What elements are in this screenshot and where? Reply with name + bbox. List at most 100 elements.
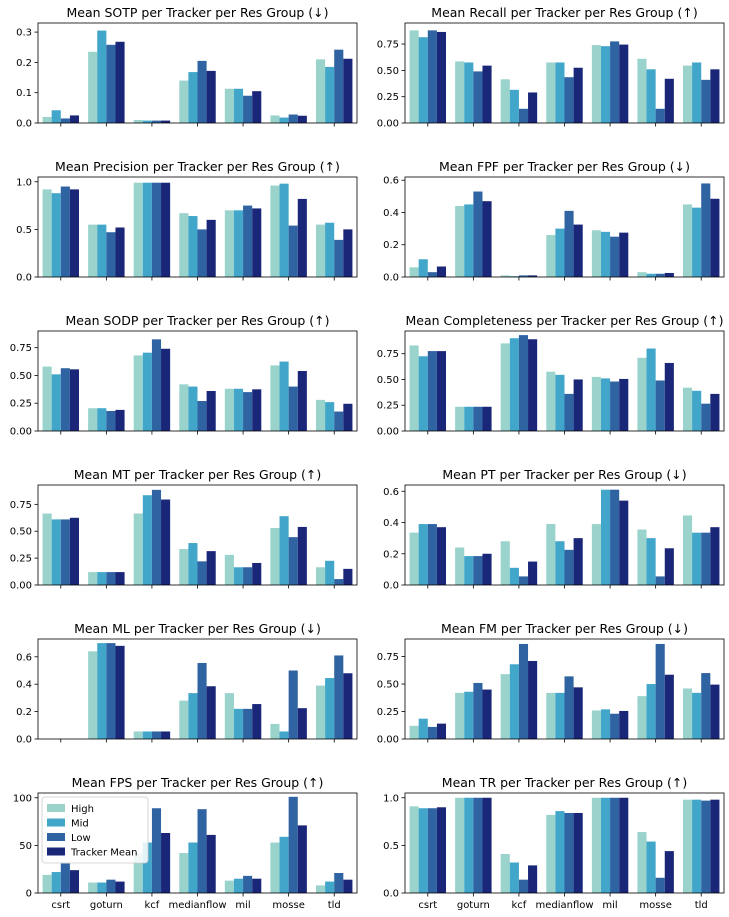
chart-title: Mean FPS per Tracker per Res Group (↑) — [72, 775, 324, 790]
bar-medianflow-mid — [555, 62, 565, 123]
bar-csrt-high — [42, 189, 52, 277]
bar-csrt-mid — [418, 524, 428, 585]
bar-csrt-low — [427, 808, 437, 893]
bar-kcf-mid — [509, 862, 519, 893]
bar-goturn-low — [106, 411, 116, 431]
bar-kcf-high — [500, 853, 510, 893]
x-tick-label: kcf — [512, 900, 527, 911]
bar-goturn-mid — [97, 30, 107, 123]
y-tick-label: 0.50 — [377, 375, 399, 386]
chart-panel-1: Mean SOTP per Tracker per Res Group (↓) 0… — [16, 5, 358, 130]
bar-mosse-mid — [646, 841, 656, 893]
bar-mil-mid — [233, 878, 244, 893]
bar-goturn-low — [473, 797, 483, 893]
bar-mosse-high — [270, 842, 280, 893]
bar-goturn-tracker-mean — [115, 409, 125, 431]
chart-title: Mean Completeness per Tracker per Res Gr… — [406, 313, 724, 328]
chart-panel-9: Mean ML per Tracker per Res Group (↓) 0.0… — [16, 621, 358, 746]
bar-csrt-low — [60, 863, 70, 893]
chart-panel-4: Mean FPF per Tracker per Res Group (↓) 0.… — [383, 159, 725, 284]
bar-csrt-mid — [418, 718, 428, 739]
x-tick-label: tld — [695, 900, 708, 911]
bar-medianflow-high — [546, 524, 556, 585]
bar-csrt-high — [42, 116, 52, 123]
bar-tld-mid — [325, 560, 335, 585]
bar-medianflow-mid — [188, 693, 198, 739]
bar-mosse-tracker-mean — [664, 548, 674, 585]
bar-mil-tracker-mean — [619, 378, 629, 431]
y-tick-label: 0.25 — [10, 399, 32, 410]
bar-kcf-high — [133, 119, 143, 123]
bar-goturn-low — [473, 406, 483, 431]
bar-mil-low — [610, 41, 620, 123]
bar-medianflow-high — [179, 700, 189, 739]
bar-tld-tracker-mean — [710, 69, 720, 123]
bar-goturn-high — [88, 572, 98, 585]
y-tick-label: 0.2 — [383, 549, 399, 560]
bar-medianflow-low — [564, 393, 574, 431]
bar-csrt-tracker-mean — [69, 870, 80, 893]
bar-csrt-mid — [51, 193, 61, 277]
bar-medianflow-low — [564, 210, 574, 277]
bar-mil-low — [610, 236, 620, 277]
chart-panel-8: Mean PT per Tracker per Res Group (↓) 0.0… — [383, 467, 725, 592]
bar-csrt-tracker-mean — [436, 807, 447, 893]
bar-csrt-high — [409, 725, 419, 739]
bar-mil-tracker-mean — [252, 704, 262, 739]
chart-panel-6: Mean Completeness per Tracker per Res Gr… — [377, 313, 725, 438]
bar-goturn-mid — [97, 572, 107, 585]
bar-tld-high — [315, 59, 326, 123]
bar-medianflow-mid — [555, 374, 565, 431]
y-tick-label: 0.00 — [377, 119, 399, 130]
x-tick-label: goturn — [457, 900, 490, 911]
bar-kcf-low — [151, 731, 162, 739]
bar-mosse-low — [655, 877, 665, 893]
bar-mosse-high — [637, 832, 647, 893]
bar-tld-low — [334, 239, 344, 277]
chart-panel-10: Mean FM per Tracker per Res Group (↓) 0.0… — [377, 621, 725, 746]
bar-medianflow-high — [179, 384, 189, 431]
bar-medianflow-high — [179, 853, 189, 893]
bar-mil-high — [591, 710, 601, 739]
bar-mil-mid — [600, 489, 611, 585]
bar-mil-tracker-mean — [619, 232, 629, 277]
x-tick-label: mosse — [639, 900, 671, 911]
bar-goturn-high — [455, 692, 465, 739]
bar-tld-tracker-mean — [710, 684, 720, 739]
bar-kcf-high — [133, 355, 143, 431]
bar-csrt-tracker-mean — [436, 31, 447, 124]
bar-mosse-tracker-mean — [664, 272, 674, 277]
chart-title: Mean Recall per Tracker per Res Group (↑… — [431, 5, 697, 20]
bar-csrt-high — [42, 366, 52, 431]
bar-csrt-mid — [51, 872, 61, 893]
y-tick-label: 0.2 — [16, 707, 32, 718]
bar-goturn-tracker-mean — [482, 65, 492, 123]
legend-swatch-mid — [47, 818, 65, 827]
x-tick-label: mil — [235, 900, 250, 911]
bar-goturn-mid — [97, 408, 107, 431]
bar-mil-mid — [233, 88, 244, 123]
chart-title: Mean SOTP per Tracker per Res Group (↓) — [66, 5, 328, 20]
y-tick-label: 0.0 — [383, 273, 399, 284]
bar-csrt-low — [60, 186, 70, 277]
bar-mosse-high — [270, 528, 280, 585]
x-tick-label: medianflow — [168, 900, 226, 911]
bar-tld-high — [682, 387, 693, 431]
bar-tld-mid — [692, 532, 702, 585]
bar-tld-low — [334, 579, 344, 585]
bar-kcf-tracker-mean — [528, 865, 538, 893]
bar-medianflow-mid — [555, 692, 565, 739]
bar-kcf-mid — [509, 338, 519, 431]
chart-title: Mean Precision per Tracker per Res Group… — [55, 159, 340, 174]
bar-medianflow-high — [546, 692, 556, 739]
bar-goturn-mid — [464, 556, 474, 585]
bar-kcf-mid — [142, 120, 152, 123]
bar-mil-high — [224, 693, 234, 739]
bar-csrt-low — [60, 118, 70, 123]
legend-label: Mid — [71, 819, 89, 830]
bar-mosse-mid — [646, 348, 656, 431]
bar-mil-tracker-mean — [252, 562, 262, 585]
bar-mil-high — [224, 88, 234, 123]
bar-tld-tracker-mean — [710, 799, 720, 893]
y-tick-label: 0.75 — [10, 343, 32, 354]
